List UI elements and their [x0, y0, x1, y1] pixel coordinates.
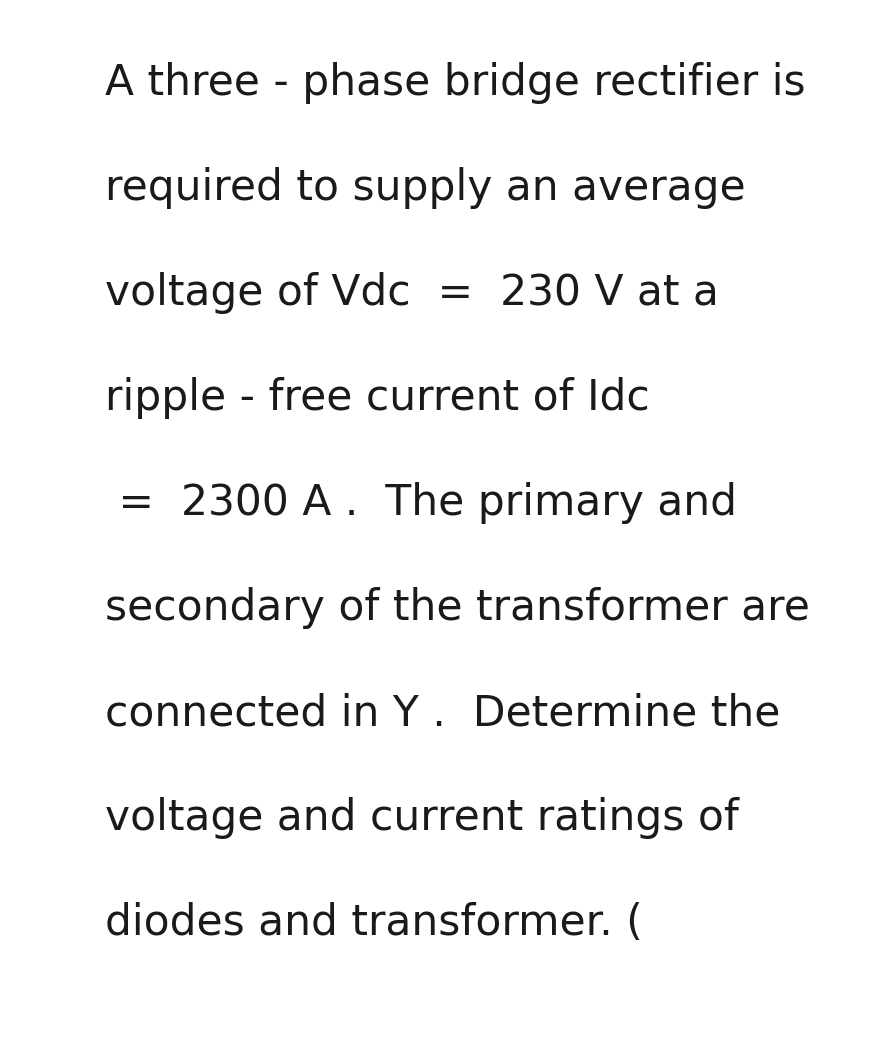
- Text: =  2300 A .  The primary and: = 2300 A . The primary and: [105, 482, 737, 524]
- Text: A three - phase bridge rectifier is: A three - phase bridge rectifier is: [105, 61, 806, 104]
- Text: diodes and transformer. (: diodes and transformer. (: [105, 902, 643, 944]
- Text: voltage of Vdc  =  230 V at a: voltage of Vdc = 230 V at a: [105, 272, 719, 314]
- Text: voltage and current ratings of: voltage and current ratings of: [105, 797, 739, 840]
- Text: required to supply an average: required to supply an average: [105, 167, 746, 209]
- Text: secondary of the transformer are: secondary of the transformer are: [105, 587, 810, 629]
- Text: connected in Y .  Determine the: connected in Y . Determine the: [105, 692, 780, 734]
- Text: ripple - free current of Idc: ripple - free current of Idc: [105, 377, 650, 419]
